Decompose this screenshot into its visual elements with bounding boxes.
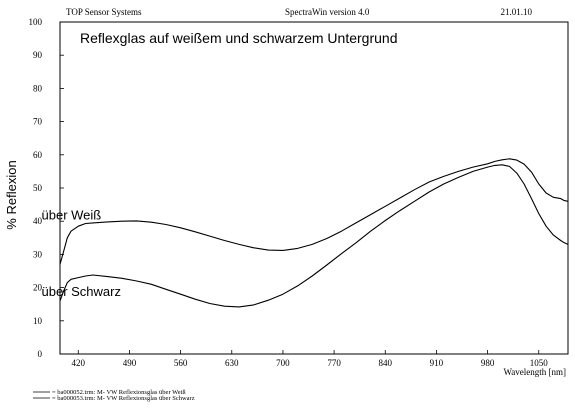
x-tick-label: 630 bbox=[225, 358, 239, 368]
x-tick-label: 560 bbox=[174, 358, 188, 368]
y-tick-label: 70 bbox=[33, 117, 43, 127]
x-tick-label: 840 bbox=[379, 358, 393, 368]
x-axis-label: Wavelength [nm] bbox=[503, 367, 566, 377]
y-tick-label: 20 bbox=[33, 283, 43, 293]
header-right-date: 21.01.10 bbox=[500, 7, 533, 17]
y-tick-label: 90 bbox=[33, 50, 43, 60]
y-axis-label: % Reflexion bbox=[4, 160, 19, 229]
y-tick-label: 40 bbox=[33, 216, 43, 226]
y-tick-label: 10 bbox=[33, 316, 43, 326]
y-tick-label: 0 bbox=[38, 349, 43, 359]
chart-frame bbox=[59, 21, 569, 355]
y-tick-label: 30 bbox=[33, 249, 43, 259]
x-tick-label: 910 bbox=[430, 358, 444, 368]
series-layer bbox=[59, 158, 569, 308]
annotation-label: über Weiß bbox=[42, 208, 102, 223]
plot-frame bbox=[59, 21, 569, 355]
chart-title: Reflexglas auf weißem und schwarzem Unte… bbox=[80, 30, 397, 46]
x-tick-label: 700 bbox=[276, 358, 290, 368]
y-tick-label: 50 bbox=[33, 183, 43, 193]
x-tick-label: 1050 bbox=[530, 358, 549, 368]
header-center-text: SpectraWin version 4.0 bbox=[285, 7, 370, 17]
header-left-text: TOP Sensor Systems bbox=[66, 7, 142, 17]
annotation-label: über Schwarz bbox=[42, 284, 121, 299]
x-tick-label: 770 bbox=[327, 358, 341, 368]
series-line-schwarz bbox=[59, 164, 569, 308]
y-tick-label: 60 bbox=[33, 150, 43, 160]
legend: = ba000052.trm: M- VW Reflexionsglas übe… bbox=[33, 389, 195, 402]
x-tick-label: 420 bbox=[72, 358, 86, 368]
annotations: über Weiß über Schwarz bbox=[42, 208, 121, 299]
legend-entry: = ba000052.trm: M- VW Reflexionsglas übe… bbox=[52, 389, 186, 396]
x-tick-label: 490 bbox=[123, 358, 137, 368]
series-line-weiss bbox=[59, 158, 569, 265]
y-tick-label: 100 bbox=[29, 17, 43, 27]
legend-entry: = ba000053.trm: M- VW Reflexionsglas übe… bbox=[52, 395, 195, 402]
axis-ticks: 0 10 20 30 40 50 60 70 80 90 100 420 490 560 630 700 770… bbox=[29, 17, 549, 368]
y-tick-label: 80 bbox=[33, 83, 43, 93]
x-tick-label: 980 bbox=[481, 358, 495, 368]
